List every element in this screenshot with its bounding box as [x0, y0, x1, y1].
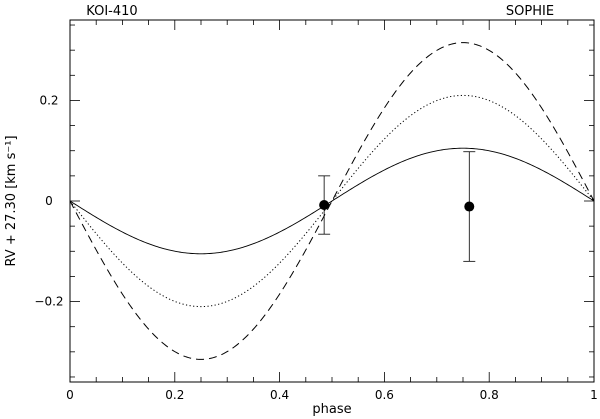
tick-labels: 0 0.2 0.4 0.6 0.8 1 −0.2 0 0.2: [34, 93, 597, 402]
x-tick-label: 0.8: [480, 388, 499, 402]
x-tick-label: 1: [590, 388, 598, 402]
model-curve-dashed: [69, 42, 595, 360]
x-tick-label: 0: [66, 388, 74, 402]
x-tick-label: 0.4: [270, 388, 289, 402]
y-tick-label: −0.2: [34, 295, 63, 309]
data-point-2: [464, 201, 475, 212]
x-tick-label: 0.6: [375, 388, 394, 402]
y-tick-label: 0: [45, 194, 53, 208]
x-axis-title: phase: [312, 402, 351, 417]
model-curve-dotted: [69, 94, 595, 308]
y-axis-title: RV + 27.30 [km s⁻¹]: [4, 135, 19, 266]
axis-ticks: [69, 20, 595, 382]
annotation-instrument: SOPHIE: [506, 4, 554, 19]
data-points: [318, 151, 476, 262]
data-point-1: [319, 200, 330, 211]
model-curve-solid: [69, 147, 595, 255]
model-curves: [69, 42, 595, 360]
x-tick-label: 0.2: [165, 388, 184, 402]
y-tick-label: 0.2: [39, 93, 58, 107]
annotation-target: KOI-410: [86, 4, 137, 19]
